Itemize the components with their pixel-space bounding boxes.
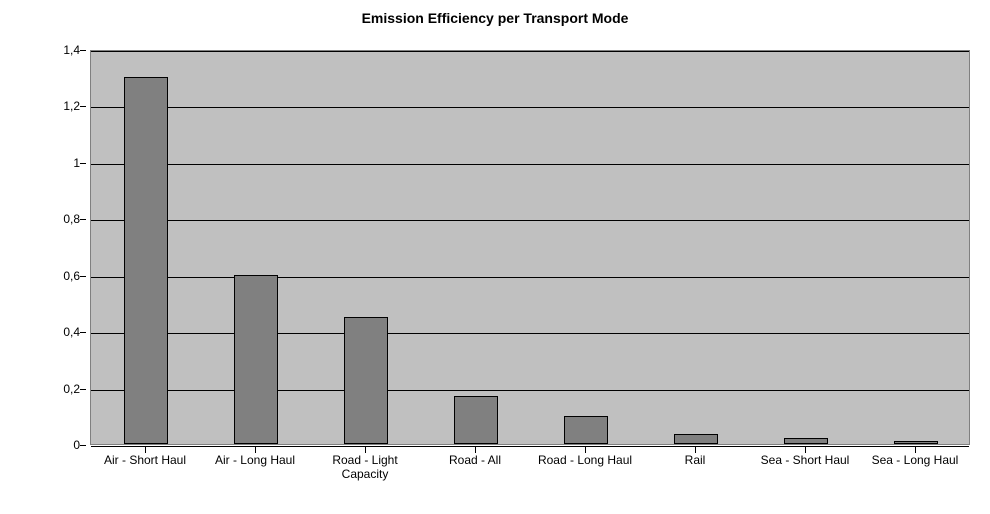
y-tick-label: 1,2 (50, 99, 80, 113)
y-tick-label: 0,4 (50, 325, 80, 339)
y-tick-label: 0,8 (50, 212, 80, 226)
x-tick-label: Air - Long Haul (200, 453, 310, 467)
bar (564, 416, 608, 444)
bar (894, 441, 938, 444)
y-tick-label: 0 (50, 438, 80, 452)
bar (784, 438, 828, 444)
grid-line (91, 446, 969, 447)
x-tick-label: Road - Light Capacity (310, 453, 420, 482)
grid-line (91, 390, 969, 391)
plot-area (90, 50, 970, 445)
grid-line (91, 333, 969, 334)
bar (454, 396, 498, 444)
x-tick-label: Sea - Short Haul (750, 453, 860, 467)
y-tick-label: 1 (50, 156, 80, 170)
x-tick-label: Road - Long Haul (530, 453, 640, 467)
grid-line (91, 164, 969, 165)
bar (674, 434, 718, 444)
y-tick-label: 1,4 (50, 43, 80, 57)
x-tick-label: Sea - Long Haul (860, 453, 970, 467)
y-tick-label: 0,2 (50, 382, 80, 396)
bar (234, 275, 278, 444)
bar (124, 77, 168, 444)
x-tick-label: Rail (640, 453, 750, 467)
grid-line (91, 220, 969, 221)
grid-line (91, 107, 969, 108)
bar (344, 317, 388, 444)
grid-line (91, 277, 969, 278)
x-tick-label: Road - All (420, 453, 530, 467)
y-tick-label: 0,6 (50, 269, 80, 283)
grid-line (91, 51, 969, 52)
x-tick-label: Air - Short Haul (90, 453, 200, 467)
emission-chart: Emission Efficiency per Transport Mode E… (0, 0, 990, 514)
chart-title: Emission Efficiency per Transport Mode (0, 10, 990, 26)
